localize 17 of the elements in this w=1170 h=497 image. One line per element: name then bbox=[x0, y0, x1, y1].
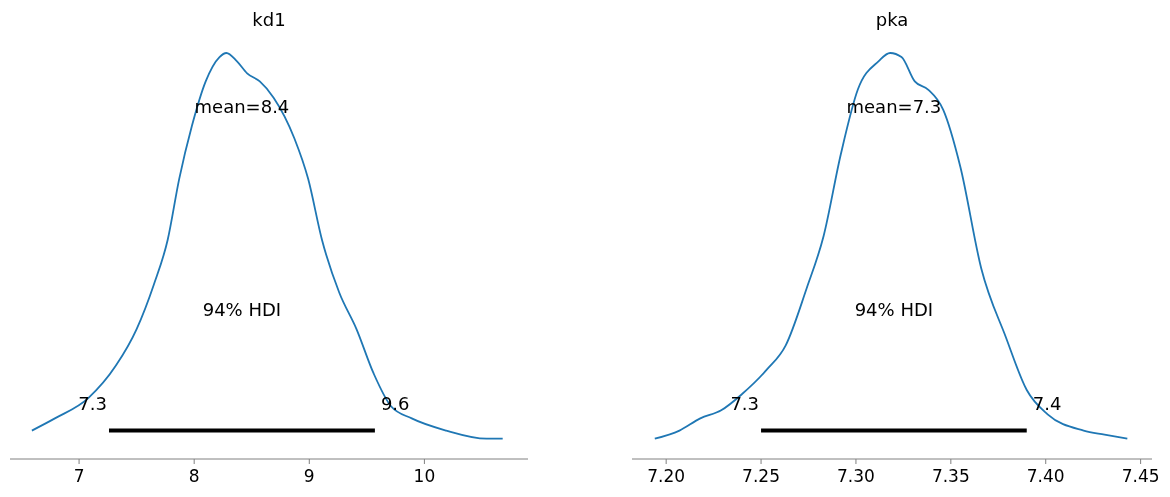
annotation: 7.3 bbox=[78, 392, 107, 414]
x-tick-label: 10 bbox=[413, 466, 436, 486]
x-tick-label: 7.25 bbox=[742, 466, 780, 486]
x-tick-label: 7.45 bbox=[1121, 466, 1160, 486]
annotation: 7.3 bbox=[730, 392, 760, 414]
x-tick-label: 9 bbox=[303, 466, 315, 486]
annotation: 94% HDI bbox=[202, 299, 282, 320]
x-tick-label: 7.30 bbox=[837, 466, 875, 486]
x-tick-label: 7 bbox=[73, 466, 85, 486]
annotation: 94% HDI bbox=[854, 299, 934, 320]
chart-title: pka bbox=[875, 9, 909, 30]
annotation: 7.4 bbox=[1032, 392, 1062, 414]
x-tick-label: 8 bbox=[188, 466, 200, 486]
x-tick-label: 7.40 bbox=[1026, 466, 1065, 486]
x-tick-label: 7.35 bbox=[931, 466, 970, 486]
chart-title: kd1 bbox=[252, 9, 286, 30]
x-tick-label: 7.20 bbox=[647, 466, 686, 486]
